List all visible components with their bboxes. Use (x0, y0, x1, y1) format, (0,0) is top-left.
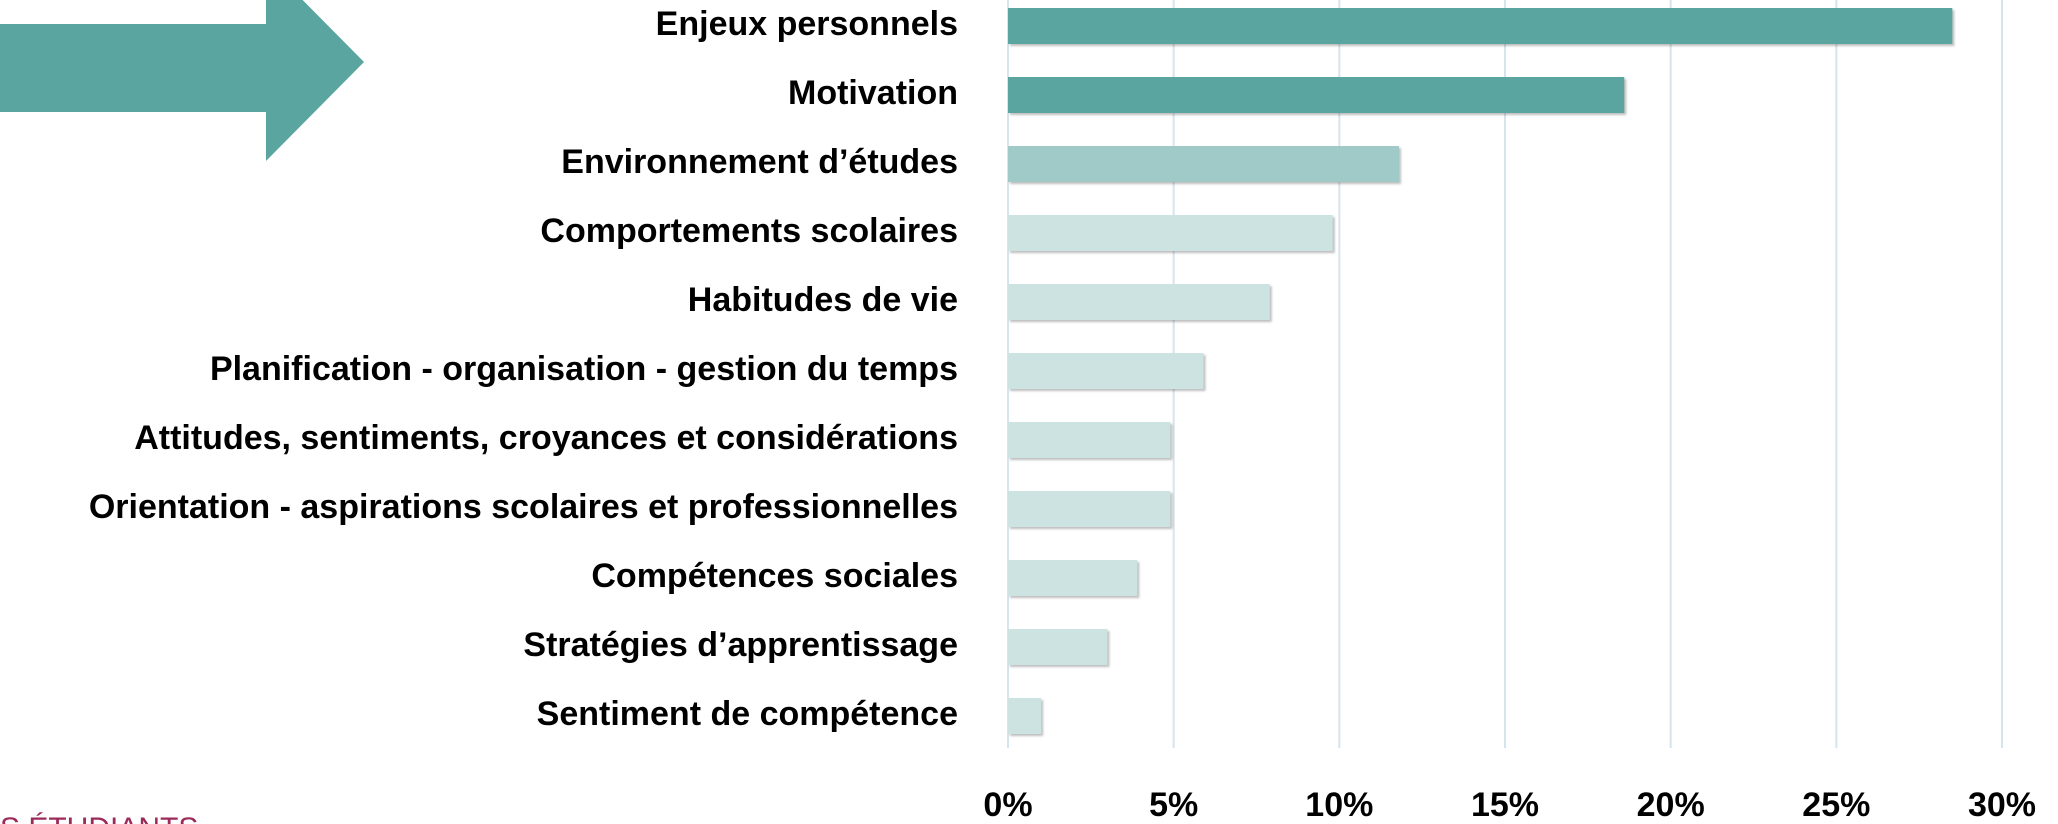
y-tick-label: Motivation (788, 74, 958, 112)
footer-text: S ÉTUDIANTS (0, 812, 198, 824)
bar (1008, 8, 1953, 44)
y-tick-label: Compétences sociales (591, 557, 958, 595)
bar (1008, 698, 1042, 734)
bar (1008, 629, 1108, 665)
bar (1008, 422, 1171, 458)
x-tick-label: 0% (983, 786, 1032, 824)
y-tick-label: Habitudes de vie (688, 281, 958, 319)
y-tick-label: Orientation - aspirations scolaires et p… (89, 488, 958, 526)
y-tick-label: Stratégies d’apprentissage (523, 626, 958, 664)
bar (1008, 146, 1399, 182)
bar (1008, 353, 1204, 389)
bar (1008, 491, 1171, 527)
x-tick-label: 10% (1305, 786, 1373, 824)
bar (1008, 284, 1270, 320)
y-tick-label: Comportements scolaires (540, 212, 958, 250)
y-tick-label: Planification - organisation - gestion d… (210, 350, 958, 388)
arrow (0, 0, 364, 161)
y-tick-label: Environnement d’études (561, 143, 958, 181)
x-tick-label: 25% (1802, 786, 1870, 824)
bar (1008, 215, 1333, 251)
bar (1008, 560, 1138, 596)
y-tick-label: Enjeux personnels (656, 5, 958, 43)
x-tick-label: 5% (1149, 786, 1198, 824)
x-tick-label: 20% (1637, 786, 1705, 824)
y-tick-label: Attitudes, sentiments, croyances et cons… (134, 419, 958, 457)
x-tick-label: 15% (1471, 786, 1539, 824)
x-tick-label: 30% (1968, 786, 2036, 824)
y-tick-label: Sentiment de compétence (537, 695, 958, 733)
bar (1008, 77, 1625, 113)
